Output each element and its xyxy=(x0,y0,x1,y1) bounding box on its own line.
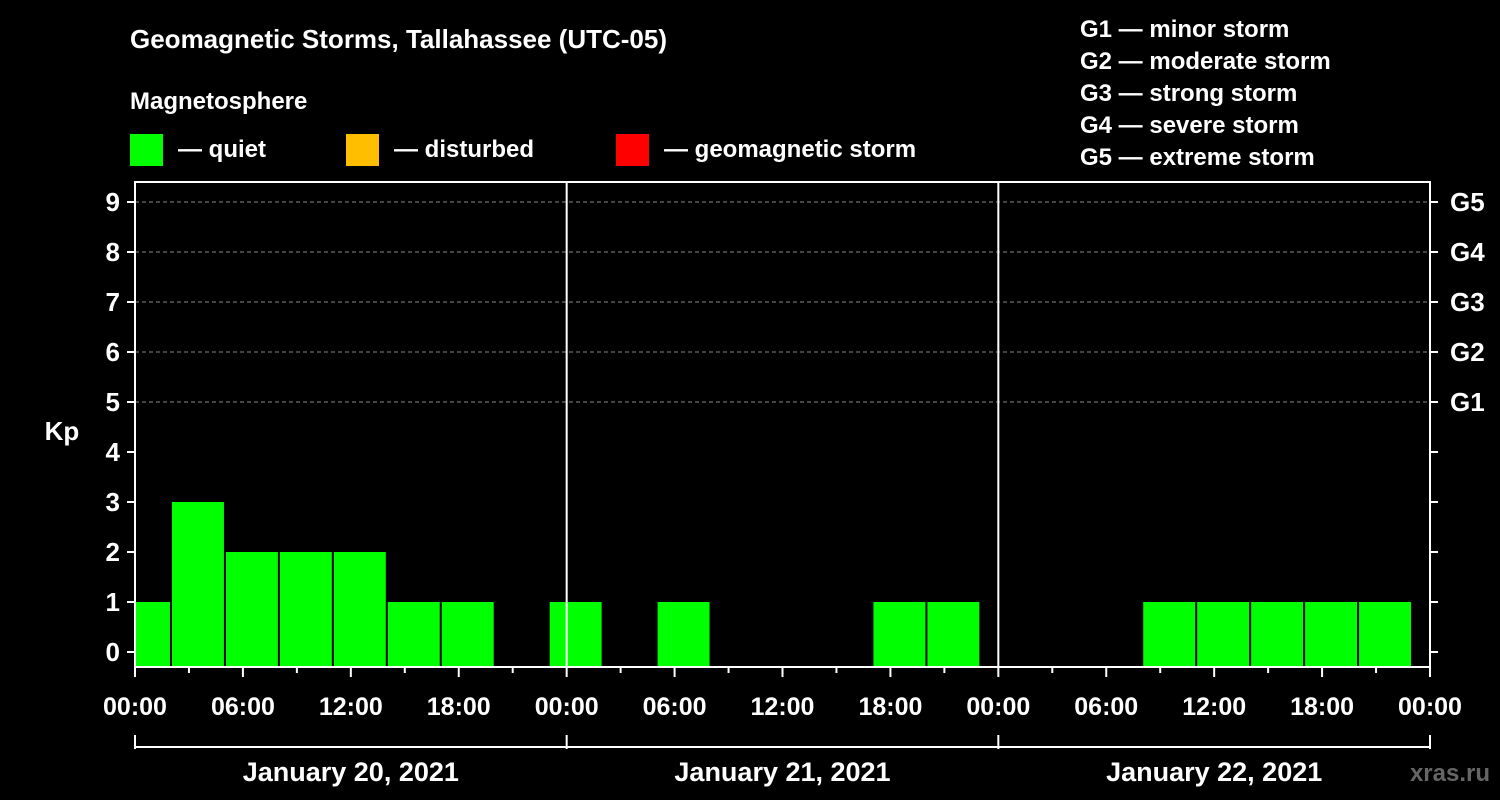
legend-label-quiet: — quiet xyxy=(178,136,266,163)
y-tick-label: 6 xyxy=(106,337,120,367)
y-tick-label: 5 xyxy=(106,387,120,417)
day-label: January 21, 2021 xyxy=(674,757,890,787)
watermark: xras.ru xyxy=(1410,760,1490,787)
kp-bar-2 xyxy=(225,552,278,667)
g-scale-label: G2 xyxy=(1450,337,1485,367)
g-scale-label: G1 xyxy=(1450,387,1485,417)
storm-scale-g5: G5 — extreme storm xyxy=(1080,144,1315,171)
legend-swatch-quiet xyxy=(130,134,163,166)
x-tick-label: 00:00 xyxy=(966,693,1030,721)
x-tick-label: 06:00 xyxy=(211,693,275,721)
kp-bar-10 xyxy=(657,602,710,667)
storm-scale-g4: G4 — severe storm xyxy=(1080,112,1299,139)
x-tick-label: 12:00 xyxy=(1182,693,1246,721)
x-tick-label: 12:00 xyxy=(751,693,815,721)
kp-bar-3 xyxy=(279,552,332,667)
g-scale-label: G5 xyxy=(1450,187,1485,217)
legend-label-disturbed: — disturbed xyxy=(394,136,534,163)
y-tick-label: 9 xyxy=(106,187,120,217)
x-tick-label: 18:00 xyxy=(427,693,491,721)
tick-labels: 0 1 2 3 4 5 6 7 8 9 G1 G2 G3 G4 G5 00:00 06:00 12:00 18:00… xyxy=(103,187,1485,787)
day-label: January 20, 2021 xyxy=(243,757,459,787)
y-tick-label: 1 xyxy=(106,587,120,617)
y-tick-label: 3 xyxy=(106,487,120,517)
x-tick-label: 06:00 xyxy=(643,693,707,721)
x-tick-label: 18:00 xyxy=(858,693,922,721)
y-tick-label: 0 xyxy=(106,637,120,667)
legend-heading: Magnetosphere xyxy=(130,88,307,115)
legend-swatch-disturbed xyxy=(346,134,379,166)
storm-scale-g2: G2 — moderate storm xyxy=(1080,48,1331,75)
storm-scale-g3: G3 — strong storm xyxy=(1080,80,1297,107)
kp-bar-5 xyxy=(387,602,440,667)
kp-bar-6 xyxy=(441,602,494,667)
kp-bar-8 xyxy=(549,602,602,667)
legend-label-storm: — geomagnetic storm xyxy=(664,136,916,163)
y-axis-label: Kp xyxy=(45,416,80,446)
kp-bar-14 xyxy=(873,602,926,667)
x-tick-label: 00:00 xyxy=(103,693,167,721)
x-tick-label: 00:00 xyxy=(1398,693,1462,721)
g-scale-label: G3 xyxy=(1450,287,1485,317)
y-tick-label: 2 xyxy=(106,537,120,567)
day-label: January 22, 2021 xyxy=(1106,757,1322,787)
kp-bar-23 xyxy=(1359,602,1412,667)
kp-bar-19 xyxy=(1143,602,1196,667)
x-tick-label: 06:00 xyxy=(1074,693,1138,721)
kp-bar-1 xyxy=(171,502,224,667)
chart-title: Geomagnetic Storms, Tallahassee (UTC-05) xyxy=(130,24,667,54)
y-tick-label: 8 xyxy=(106,237,120,267)
kp-bar-4 xyxy=(333,552,386,667)
y-tick-label: 4 xyxy=(106,437,121,467)
x-tick-label: 00:00 xyxy=(535,693,599,721)
x-tick-label: 12:00 xyxy=(319,693,383,721)
kp-bar-20 xyxy=(1197,602,1250,667)
legend-swatch-storm xyxy=(616,134,649,166)
kp-bar-22 xyxy=(1305,602,1358,667)
y-tick-label: 7 xyxy=(106,287,120,317)
grid-lines xyxy=(135,201,1430,403)
g-scale-label: G4 xyxy=(1450,237,1485,267)
axes xyxy=(127,181,1438,749)
kp-bar-0 xyxy=(136,602,170,667)
storm-scale-g1: G1 — minor storm xyxy=(1080,16,1289,43)
kp-bars xyxy=(136,502,1412,667)
x-tick-label: 18:00 xyxy=(1290,693,1354,721)
kp-bar-21 xyxy=(1251,602,1304,667)
kp-bar-15 xyxy=(927,602,980,667)
